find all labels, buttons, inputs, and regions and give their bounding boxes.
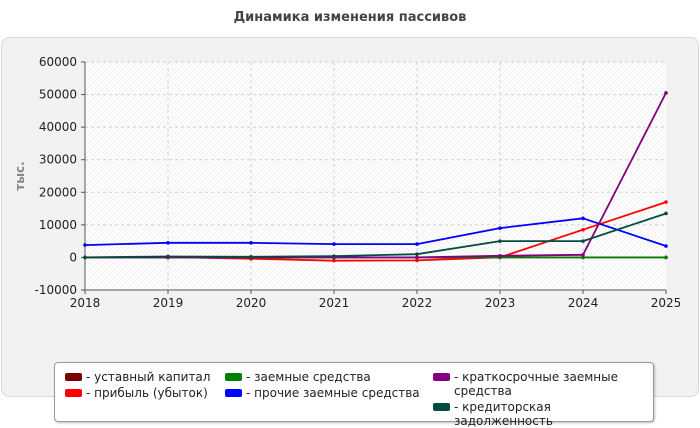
data-point [498, 226, 502, 230]
data-point [415, 252, 419, 256]
chart-title: Динамика изменения пассивов [233, 10, 467, 25]
plot-background [85, 62, 666, 290]
data-point [581, 227, 585, 232]
legend-item: - краткосрочные заемные средства [433, 370, 643, 398]
data-point [332, 258, 336, 263]
data-point [83, 243, 87, 247]
legend-swatch [225, 389, 242, 397]
series-line [84, 212, 667, 259]
legend-swatch [433, 403, 450, 411]
data-point [581, 239, 585, 243]
y-tick-label: 60000 [39, 55, 77, 69]
data-point [664, 211, 668, 216]
data-point [664, 91, 668, 95]
legend-label: - уставный капитал [86, 370, 211, 384]
x-tick-label: 2019 [153, 296, 184, 310]
data-point [249, 254, 253, 259]
legend: - уставный капитал - прибыль (убыток) - за… [54, 362, 654, 428]
data-point [664, 244, 668, 248]
data-point [332, 242, 336, 246]
series-line [84, 217, 667, 247]
legend-swatch [65, 389, 82, 397]
legend-item: - прибыль (убыток) [65, 386, 208, 400]
legend-label: - краткосрочные заемные средства [454, 370, 618, 398]
data-point [83, 255, 87, 260]
legend-item: - прочие заемные средства [225, 386, 420, 400]
legend-item: - заемные средства [225, 370, 371, 384]
x-tick-label: 2024 [568, 296, 599, 310]
data-point [415, 255, 419, 260]
data-point [498, 239, 502, 243]
y-tick-label: 30000 [39, 153, 77, 167]
chart-panel: 60000 50000 40000 30000 20000 10000 0 -10000 201… [1, 37, 699, 428]
data-point [664, 255, 668, 260]
y-tick-label: 10000 [39, 218, 77, 232]
data-point [581, 253, 585, 257]
data-point [415, 258, 419, 263]
legend-swatch [225, 373, 242, 381]
data-point [498, 254, 502, 258]
legend-item: - уставный капитал [65, 370, 210, 384]
x-tick-label: 2025 [651, 296, 682, 310]
y-tick-label: 40000 [39, 120, 77, 134]
legend-swatch [433, 373, 450, 381]
legend-label: - прочие заемные средства [246, 386, 420, 400]
y-axis-label: тыс. [13, 161, 27, 190]
data-point [166, 240, 170, 245]
data-point [664, 200, 668, 204]
y-tick-label: -10000 [34, 283, 77, 297]
x-tick-label: 2021 [319, 296, 350, 310]
data-point [581, 216, 585, 221]
y-tick-label: 0 [69, 250, 77, 264]
data-point [415, 242, 419, 246]
legend-label: - прибыль (убыток) [86, 386, 208, 400]
x-tick-label: 2020 [236, 296, 267, 310]
legend-label: - заемные средства [246, 370, 371, 384]
legend-label: - кредиторская задолженность [454, 400, 553, 428]
x-tick-label: 2018 [70, 296, 101, 310]
y-tick-label: 20000 [39, 185, 77, 199]
data-point [332, 254, 336, 258]
data-point [249, 240, 253, 245]
legend-swatch [65, 373, 82, 381]
x-tick-label: 2023 [485, 296, 516, 310]
legend-item: - кредиторская задолженность [433, 400, 653, 428]
x-tick-label: 2022 [402, 296, 433, 310]
data-point [166, 254, 170, 259]
plot-area: 6000050000400003000020000100000-10000201… [13, 55, 682, 310]
data-point [581, 255, 585, 260]
y-tick-label: 50000 [39, 88, 77, 102]
